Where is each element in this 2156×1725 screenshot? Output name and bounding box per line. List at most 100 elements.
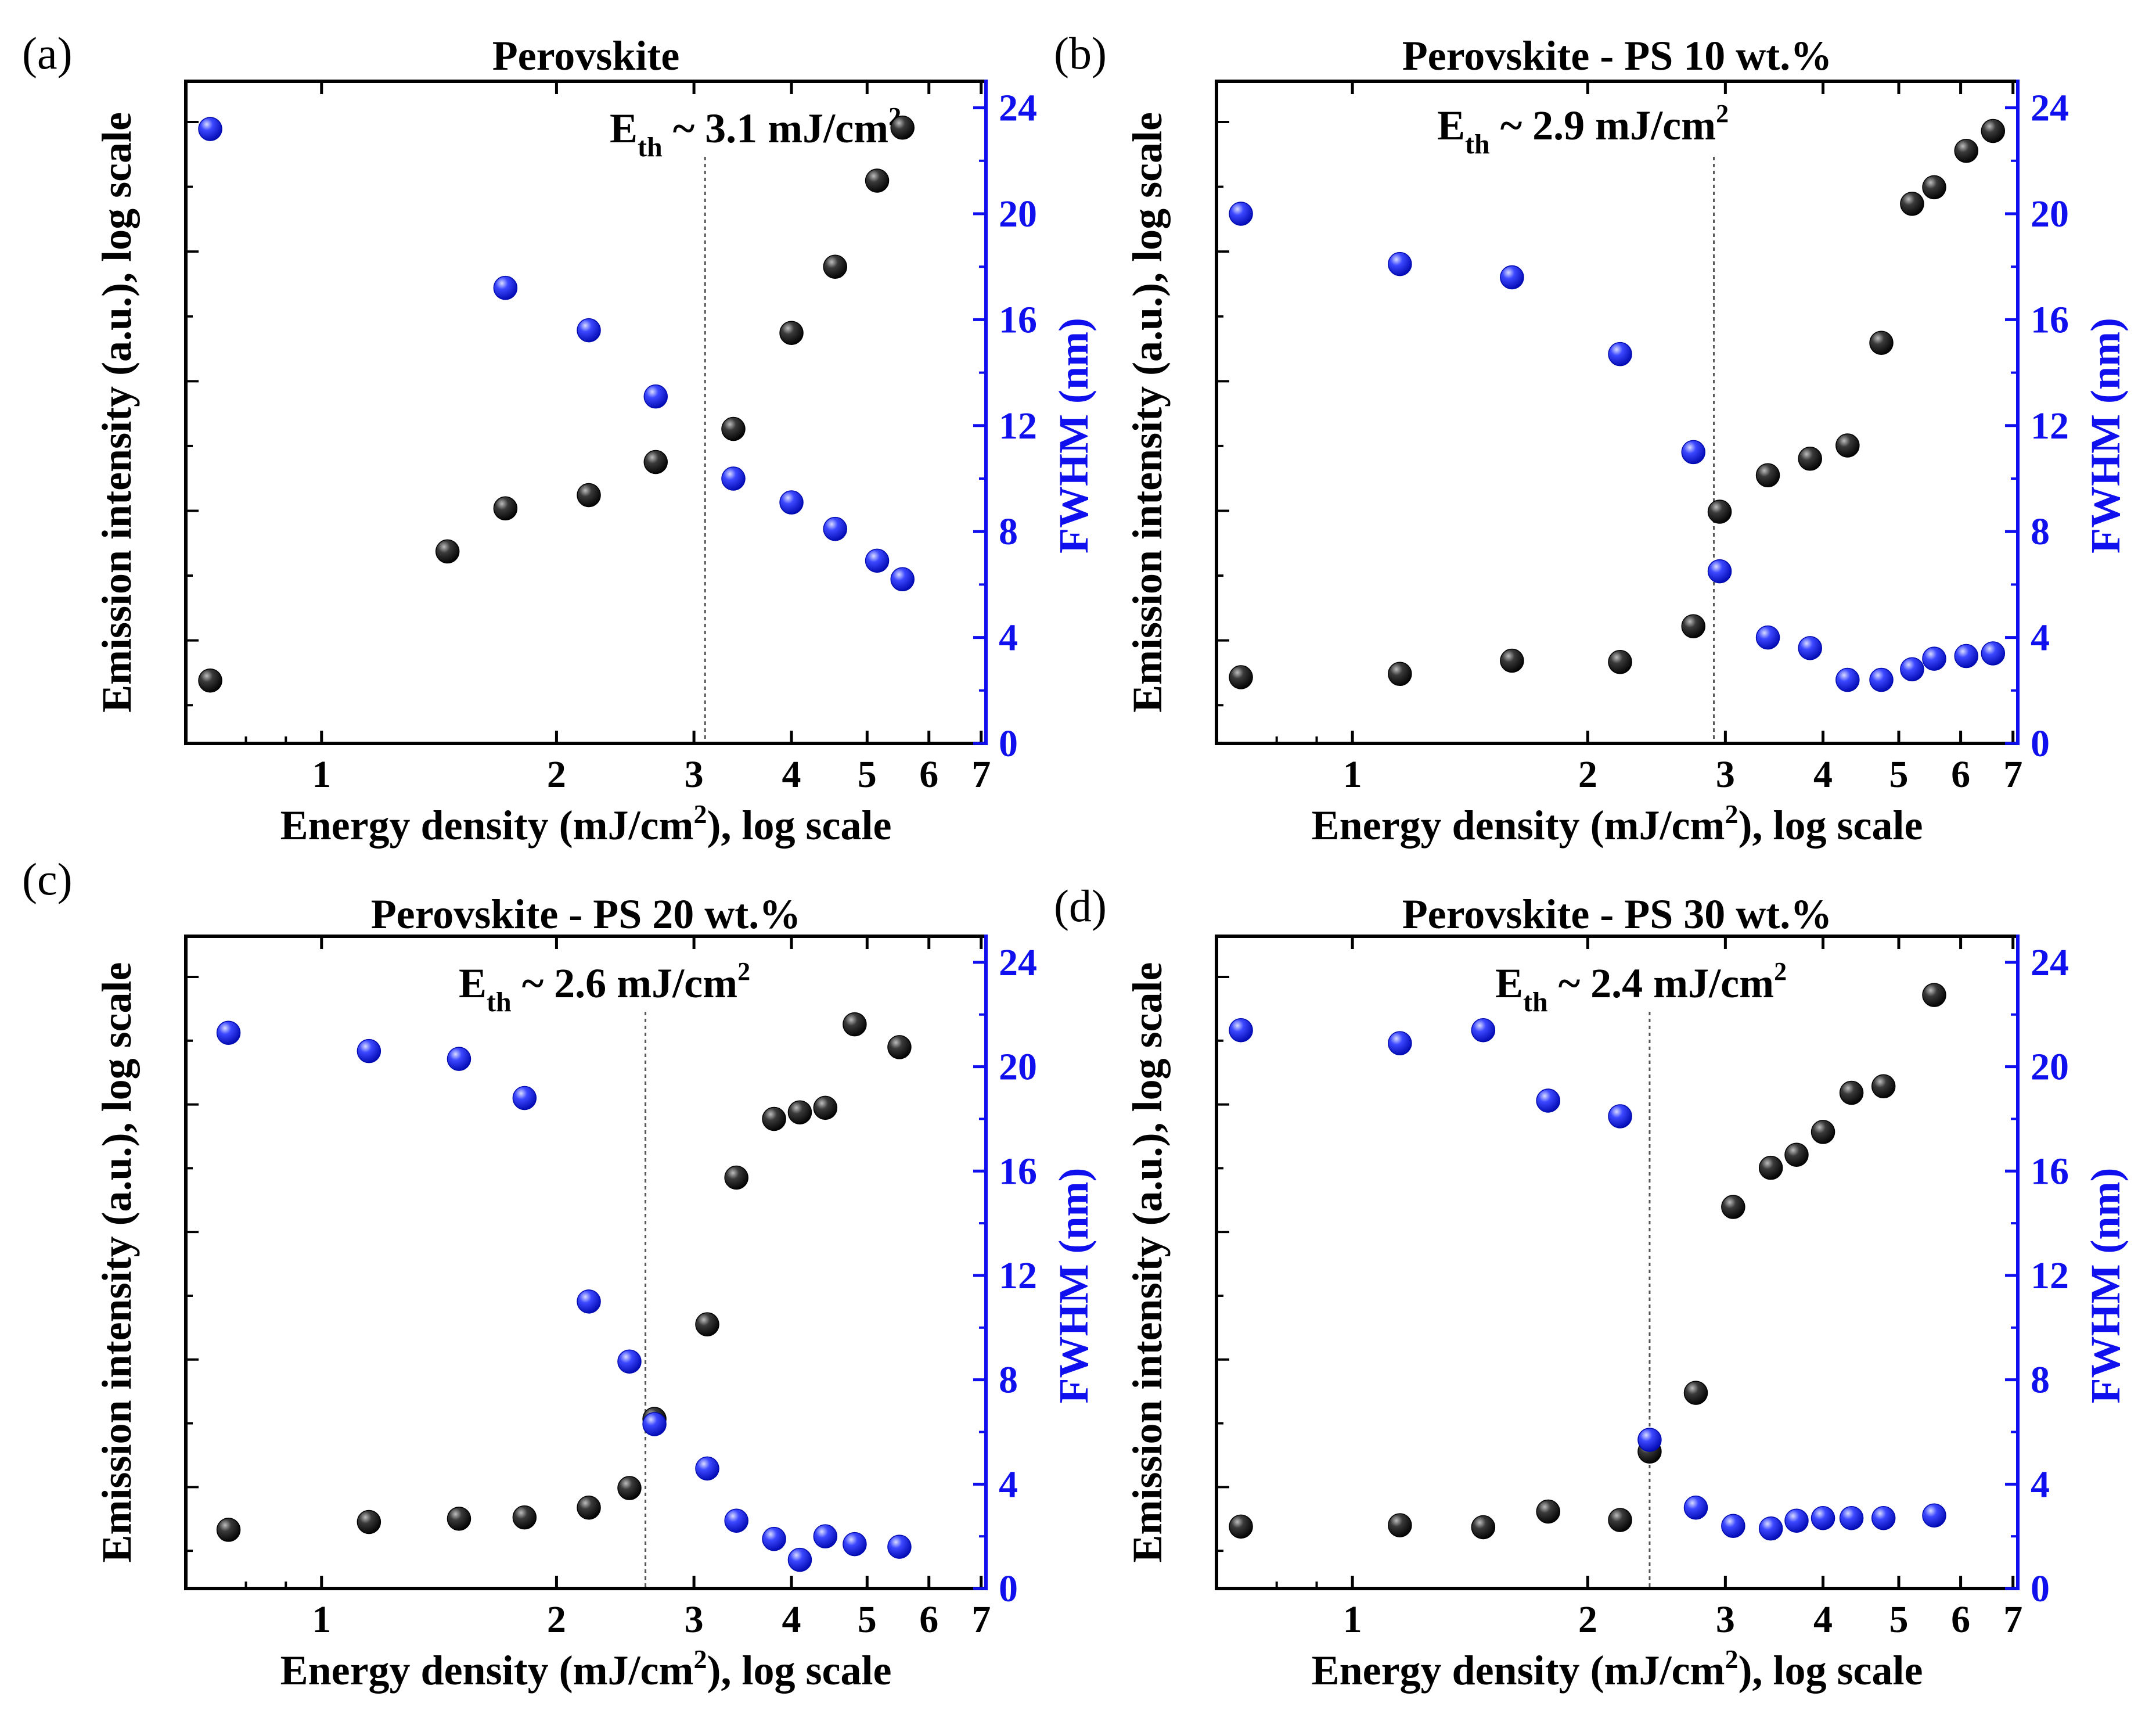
- intensity-point: [813, 1095, 838, 1120]
- x-axis-label: Energy density (mJ/cm2), log scale: [1312, 799, 1923, 849]
- intensity-point: [1229, 665, 1253, 689]
- chart-title: Perovskite - PS 20 wt.%: [371, 891, 801, 937]
- fwhm-point: [1784, 1508, 1809, 1533]
- intensity-point: [1835, 433, 1860, 458]
- intensity-point: [435, 539, 460, 564]
- intensity-point: [1900, 192, 1924, 216]
- x-axis-label: Energy density (mJ/cm2), log scale: [280, 799, 892, 849]
- y-right-tick-label: 16: [2031, 1150, 2069, 1192]
- fwhm-point: [1536, 1088, 1560, 1113]
- intensity-series: [1229, 983, 1946, 1540]
- fwhm-point: [721, 466, 746, 491]
- fwhm-point: [643, 384, 668, 409]
- y-right-tick-label: 4: [2031, 1463, 2050, 1505]
- intensity-point: [447, 1507, 471, 1531]
- fwhm-point: [617, 1349, 642, 1374]
- intensity-point: [1683, 1381, 1708, 1405]
- intensity-point: [216, 1518, 241, 1542]
- fwhm-point: [216, 1020, 241, 1045]
- fwhm-point: [512, 1086, 537, 1111]
- fwhm-point: [1229, 202, 1253, 226]
- y-right-tick-label: 0: [2031, 723, 2050, 765]
- x-tick-label: 4: [1813, 1598, 1833, 1641]
- y-right-tick-label: 20: [999, 1046, 1037, 1088]
- intensity-point: [1500, 648, 1524, 673]
- y-right-tick-label: 12: [999, 405, 1037, 447]
- fwhm-point: [695, 1456, 719, 1481]
- y-right-tick-label: 8: [2031, 1359, 2050, 1401]
- x-tick-label: 6: [1951, 1598, 1970, 1641]
- fwhm-point: [1871, 1505, 1896, 1530]
- fwhm-point: [1835, 667, 1860, 692]
- intensity-point: [1608, 1508, 1632, 1532]
- fwhm-point: [1798, 636, 1822, 660]
- x-tick-label: 1: [1343, 753, 1362, 796]
- intensity-point: [1922, 175, 1946, 200]
- y-right-tick-label: 8: [2031, 511, 2050, 553]
- x-tick-label: 5: [1889, 753, 1909, 796]
- y-right-tick-label: 12: [2031, 1255, 2069, 1297]
- fwhm-point: [724, 1508, 748, 1533]
- chart-panel-b: (b) Perovskite - PS 10 wt.%1 2 3 4 5 6 70481216…: [1054, 28, 2129, 849]
- intensity-point: [843, 1012, 867, 1037]
- x-tick-label: 1: [312, 753, 331, 796]
- fwhm-series: [216, 1020, 912, 1572]
- x-tick-label: 4: [782, 1598, 801, 1641]
- fwhm-point: [890, 567, 915, 592]
- fwhm-point: [447, 1047, 471, 1071]
- y-left-axis-label: Emission intensity (a.u.), log scale: [1124, 962, 1171, 1562]
- fwhm-point: [1229, 1018, 1253, 1043]
- intensity-point: [1229, 1514, 1253, 1539]
- fwhm-point: [357, 1038, 381, 1063]
- y-right-axis-label: FWHM (nm): [2082, 318, 2129, 554]
- fwhm-point: [1707, 559, 1732, 584]
- fwhm-point: [1471, 1018, 1496, 1043]
- threshold-annotation: Eth ~ 2.6 mJ/cm2: [459, 957, 750, 1018]
- threshold-annotation: Eth ~ 2.9 mJ/cm2: [1437, 99, 1729, 160]
- intensity-series: [1229, 118, 2006, 689]
- fwhm-point: [198, 117, 222, 141]
- intensity-point: [1839, 1080, 1864, 1105]
- y-right-tick-label: 12: [2031, 405, 2069, 447]
- chart-title: Perovskite - PS 10 wt.%: [1402, 33, 1833, 79]
- x-tick-label: 1: [312, 1598, 331, 1641]
- y-right-tick-label: 4: [999, 617, 1018, 659]
- fwhm-point: [1681, 440, 1705, 465]
- fwhm-point: [779, 490, 804, 515]
- x-tick-label: 2: [547, 753, 566, 796]
- y-right-tick-label: 16: [999, 299, 1037, 341]
- y-right-tick-label: 0: [2031, 1568, 2050, 1610]
- x-tick-label: 6: [1951, 753, 1970, 796]
- intensity-series: [198, 116, 915, 693]
- intensity-point: [1388, 662, 1412, 687]
- intensity-point: [1981, 118, 2006, 143]
- y-right-tick-label: 16: [2031, 299, 2069, 341]
- x-tick-label: 2: [1578, 1598, 1597, 1641]
- fwhm-series: [198, 117, 915, 592]
- y-left-axis-label: Emission intensity (a.u.), log scale: [93, 962, 140, 1562]
- y-right-tick-label: 0: [999, 1568, 1018, 1610]
- fwhm-point: [787, 1547, 812, 1572]
- y-right-axis-label: FWHM (nm): [1050, 318, 1097, 554]
- intensity-point: [1954, 138, 1979, 163]
- y-right-tick-label: 24: [999, 941, 1037, 984]
- fwhm-point: [1900, 657, 1924, 682]
- intensity-point: [617, 1476, 642, 1500]
- x-tick-label: 7: [971, 753, 991, 796]
- fwhm-point: [1869, 667, 1894, 692]
- intensity-series: [216, 1012, 912, 1542]
- intensity-point: [493, 496, 518, 521]
- fwhm-point: [1839, 1505, 1864, 1530]
- y-right-tick-label: 8: [999, 1359, 1018, 1401]
- fwhm-point: [577, 1289, 601, 1314]
- fwhm-point: [813, 1524, 838, 1548]
- chart-title: Perovskite: [492, 33, 680, 79]
- fwhm-series: [1229, 202, 2006, 692]
- intensity-point: [512, 1505, 537, 1530]
- x-tick-label: 4: [1813, 753, 1833, 796]
- intensity-point: [1811, 1120, 1835, 1144]
- fwhm-point: [1922, 646, 1946, 671]
- intensity-point: [1871, 1074, 1896, 1099]
- intensity-point: [721, 416, 746, 441]
- fwhm-point: [1388, 1031, 1412, 1055]
